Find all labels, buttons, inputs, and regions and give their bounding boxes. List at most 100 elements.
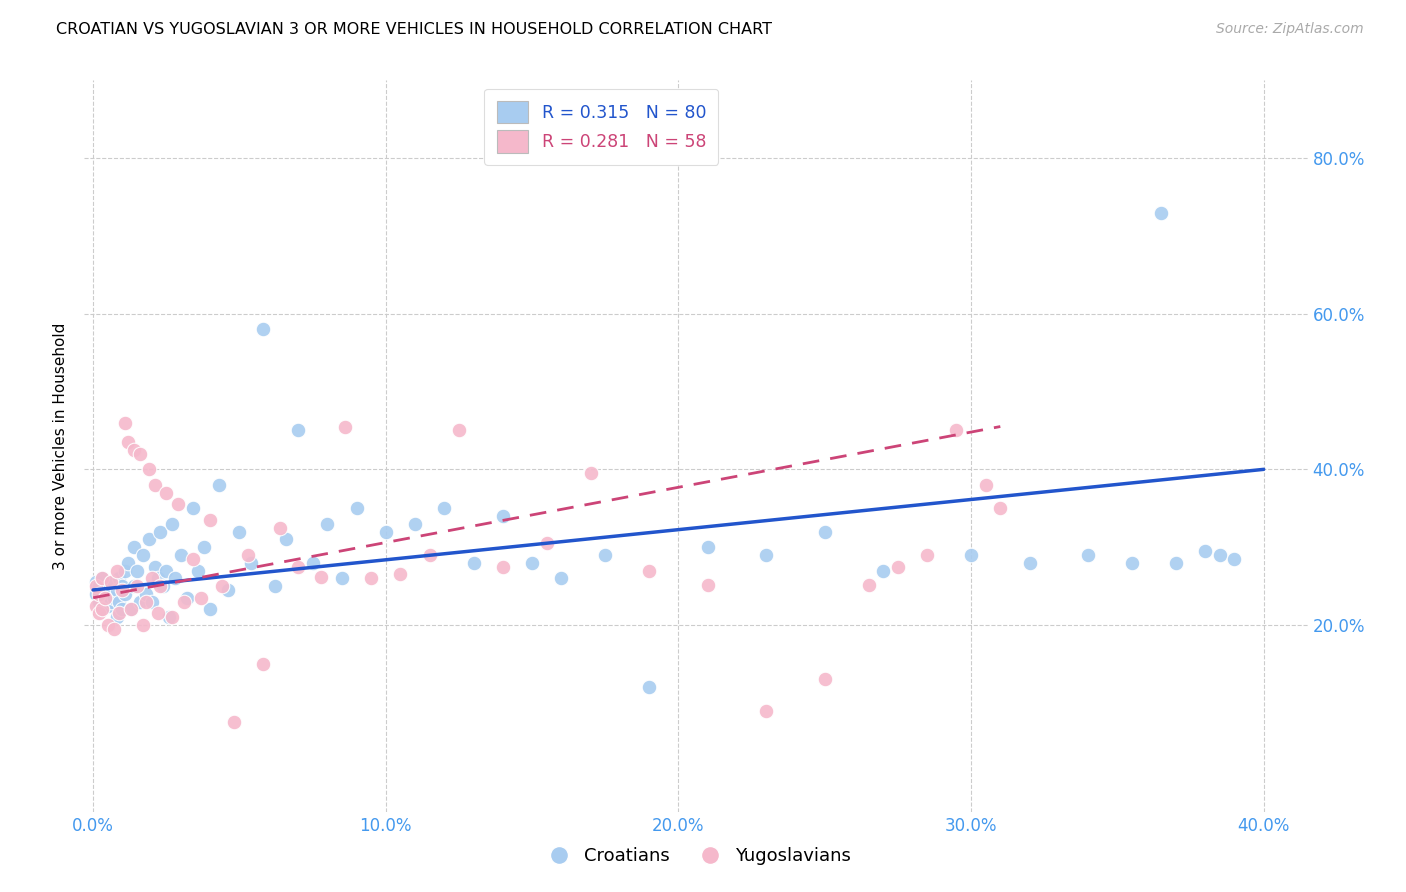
Point: [638, 564, 661, 578]
Point: [198, 602, 221, 616]
Point: [125, 579, 148, 593]
Point: [1150, 205, 1173, 219]
Point: [87, 587, 110, 601]
Point: [301, 556, 323, 570]
Point: [103, 575, 125, 590]
Point: [97, 618, 120, 632]
Point: [173, 594, 195, 608]
Point: [125, 564, 148, 578]
Point: [208, 478, 231, 492]
Point: [114, 416, 136, 430]
Point: [114, 587, 136, 601]
Point: [94, 591, 117, 605]
Point: [872, 564, 894, 578]
Y-axis label: 3 or more Vehicles in Household: 3 or more Vehicles in Household: [53, 322, 69, 570]
Point: [269, 521, 291, 535]
Point: [1018, 556, 1040, 570]
Point: [138, 533, 160, 547]
Text: Source: ZipAtlas.com: Source: ZipAtlas.com: [1216, 22, 1364, 37]
Point: [287, 559, 309, 574]
Point: [122, 442, 145, 457]
Point: [252, 322, 274, 336]
Point: [176, 591, 198, 605]
Point: [887, 559, 910, 574]
Point: [755, 548, 778, 562]
Point: [419, 548, 441, 562]
Point: [696, 540, 718, 554]
Point: [222, 715, 245, 730]
Point: [100, 575, 122, 590]
Point: [141, 571, 163, 585]
Point: [433, 501, 456, 516]
Point: [105, 582, 128, 597]
Point: [84, 579, 107, 593]
Point: [276, 533, 298, 547]
Point: [389, 567, 412, 582]
Point: [1194, 544, 1216, 558]
Legend: Croatians, Yugoslavians: Croatians, Yugoslavians: [534, 839, 858, 872]
Point: [157, 610, 180, 624]
Point: [120, 602, 142, 616]
Point: [105, 564, 128, 578]
Point: [111, 579, 134, 593]
Point: [105, 610, 128, 624]
Point: [100, 587, 122, 601]
Point: [135, 587, 157, 601]
Point: [187, 564, 209, 578]
Point: [108, 571, 131, 585]
Point: [463, 556, 485, 570]
Point: [638, 680, 661, 694]
Point: [915, 548, 938, 562]
Point: [87, 579, 110, 593]
Point: [593, 548, 616, 562]
Point: [181, 551, 204, 566]
Point: [132, 618, 155, 632]
Point: [100, 594, 122, 608]
Point: [90, 602, 112, 616]
Point: [129, 447, 152, 461]
Point: [155, 485, 177, 500]
Text: CROATIAN VS YUGOSLAVIAN 3 OR MORE VEHICLES IN HOUSEHOLD CORRELATION CHART: CROATIAN VS YUGOSLAVIAN 3 OR MORE VEHICL…: [56, 22, 772, 37]
Point: [108, 594, 131, 608]
Point: [170, 548, 193, 562]
Point: [311, 570, 333, 584]
Point: [198, 513, 221, 527]
Point: [143, 478, 166, 492]
Point: [103, 591, 125, 605]
Point: [138, 462, 160, 476]
Point: [988, 501, 1011, 516]
Point: [111, 602, 134, 616]
Point: [520, 556, 543, 570]
Point: [858, 577, 880, 591]
Point: [217, 582, 239, 597]
Point: [94, 591, 117, 605]
Point: [1077, 548, 1099, 562]
Point: [129, 594, 152, 608]
Point: [103, 622, 125, 636]
Point: [240, 556, 263, 570]
Point: [132, 548, 155, 562]
Point: [117, 556, 139, 570]
Point: [492, 509, 515, 524]
Point: [550, 571, 572, 585]
Point: [84, 599, 107, 613]
Point: [346, 501, 368, 516]
Point: [108, 607, 131, 621]
Point: [579, 467, 602, 481]
Point: [181, 501, 204, 516]
Point: [404, 516, 426, 531]
Point: [155, 564, 177, 578]
Point: [1121, 556, 1143, 570]
Point: [84, 587, 107, 601]
Point: [97, 599, 120, 613]
Point: [111, 582, 134, 597]
Point: [1209, 548, 1232, 562]
Point: [90, 602, 112, 616]
Point: [160, 516, 183, 531]
Point: [135, 594, 157, 608]
Point: [152, 579, 174, 593]
Point: [492, 559, 515, 574]
Point: [87, 594, 110, 608]
Point: [165, 571, 187, 585]
Point: [333, 419, 356, 434]
